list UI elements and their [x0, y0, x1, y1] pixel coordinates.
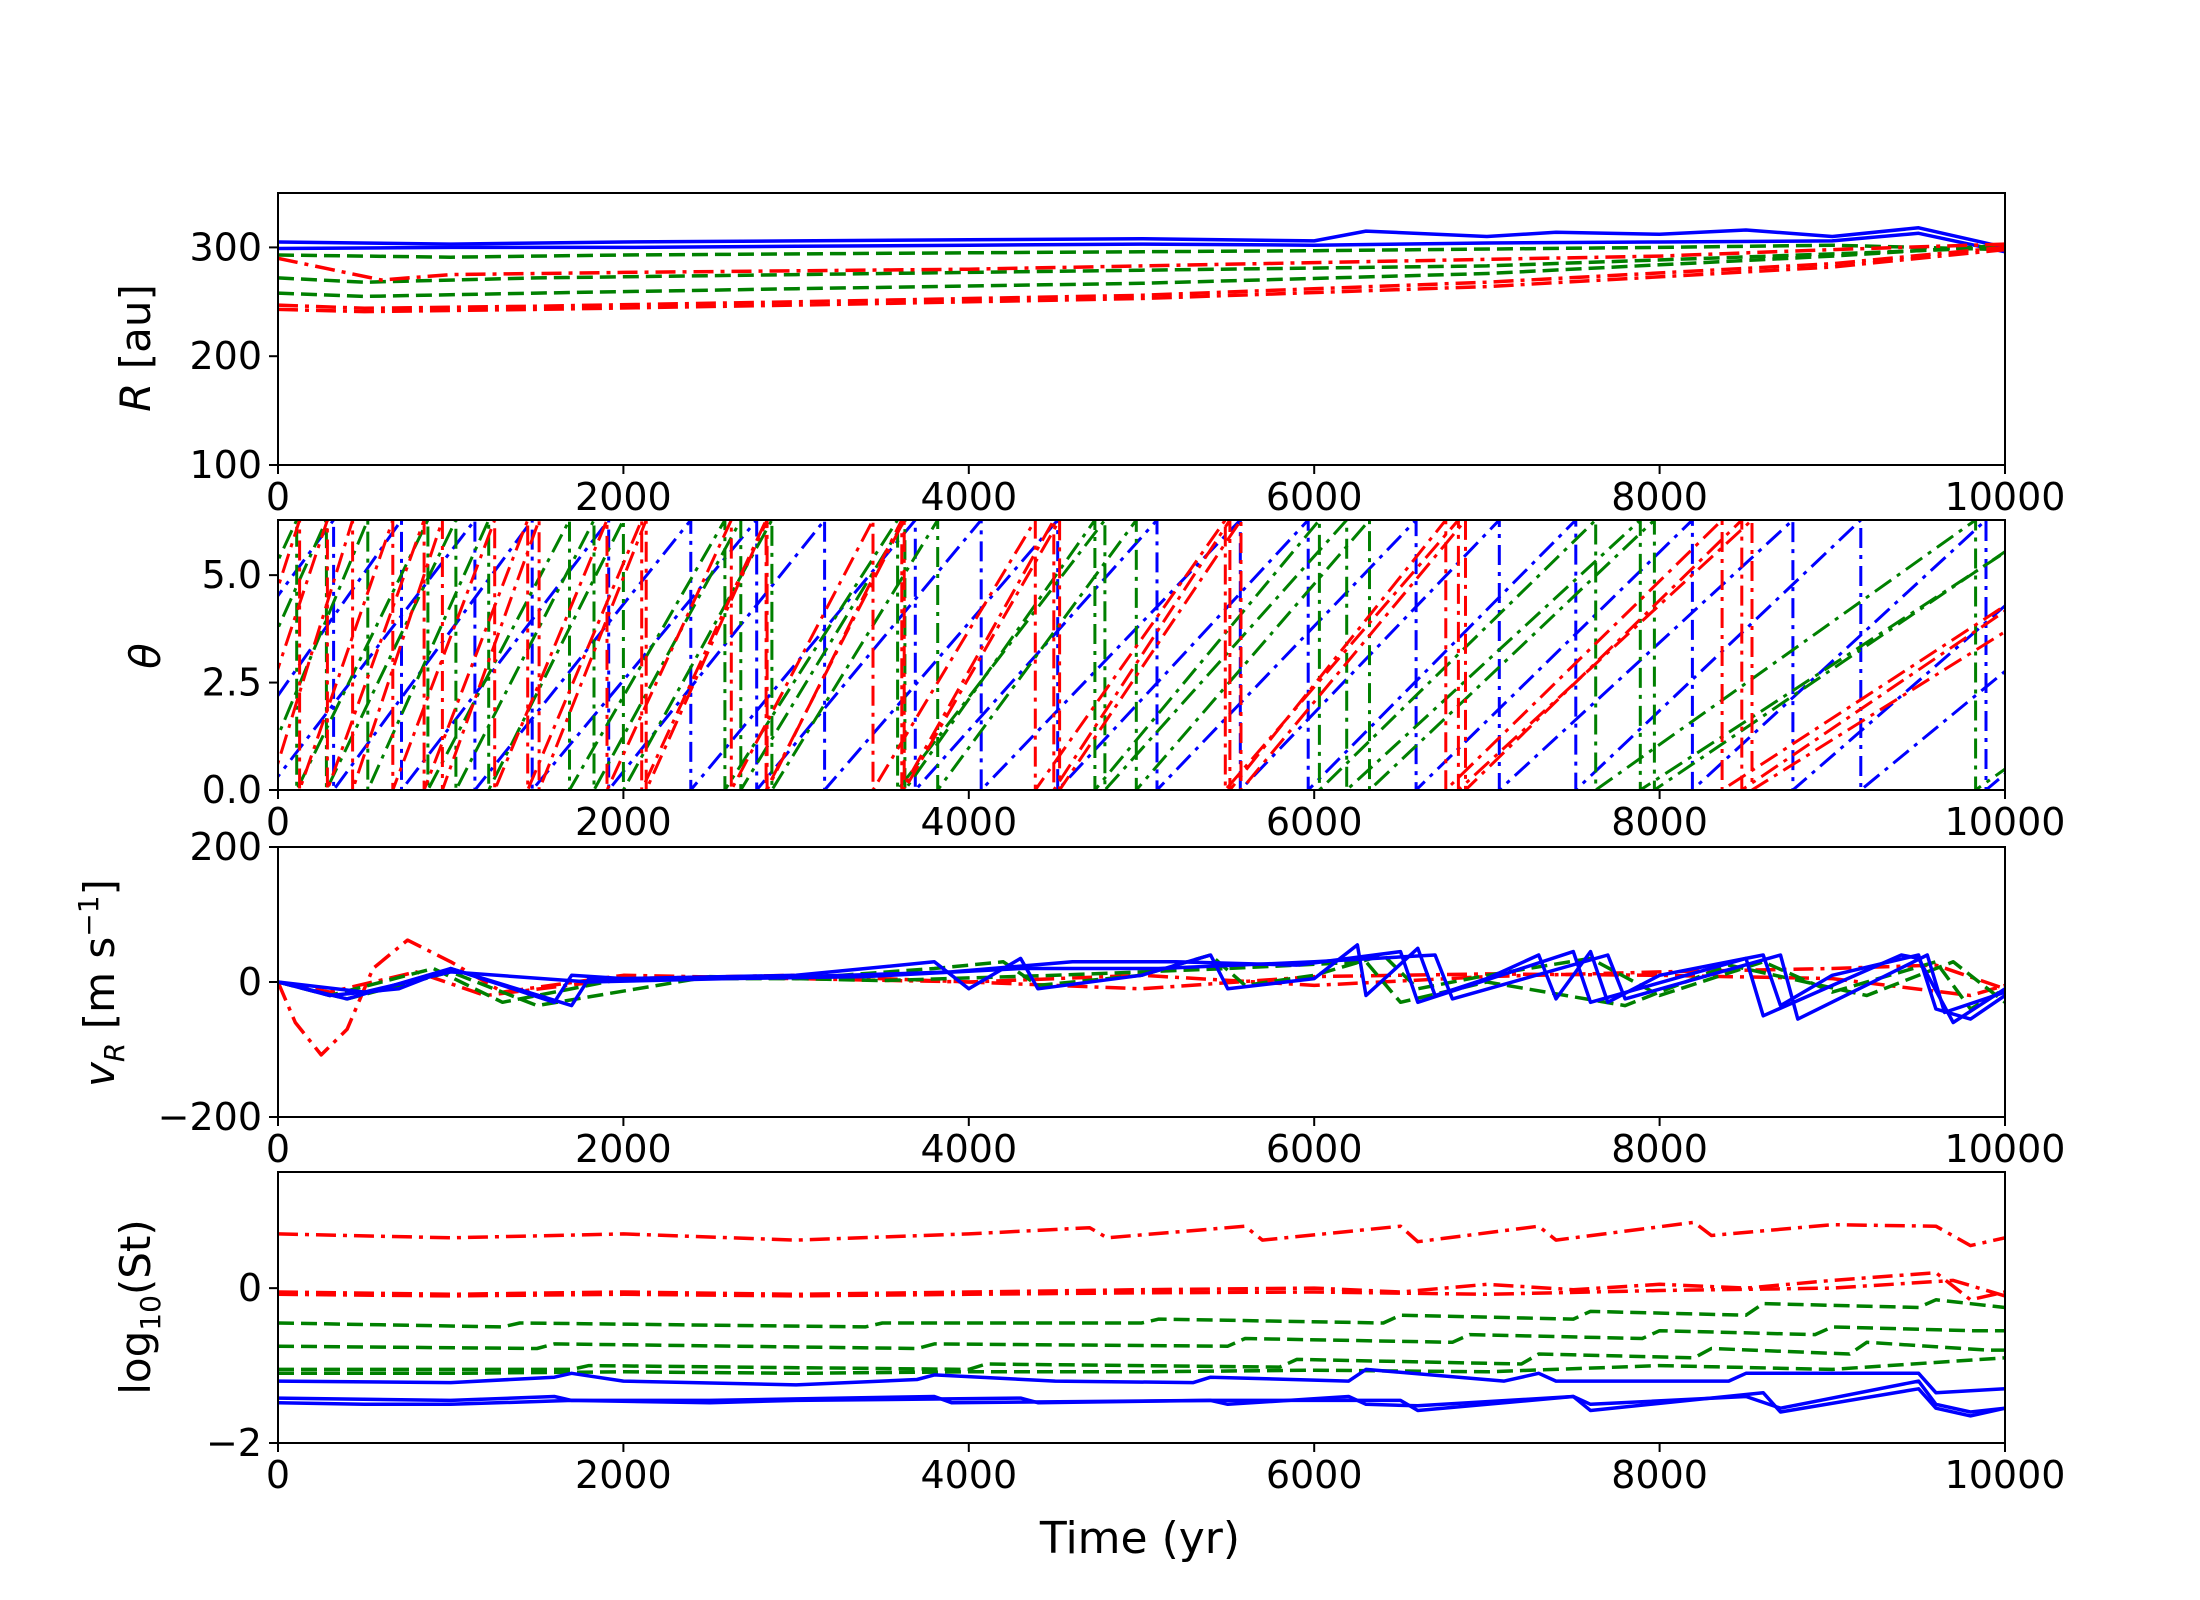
ylabel-radius-unit: [au]	[111, 284, 160, 382]
series-line-radius-4	[278, 245, 2005, 284]
x-tick-label-theta-1: 2000	[575, 800, 672, 844]
series-line-radius-6	[278, 242, 2005, 282]
series-line-theta-6	[278, 520, 2005, 790]
x-tick-label-vr-1: 2000	[575, 1127, 672, 1171]
y-tick-label-theta-0: 0.0	[202, 768, 262, 812]
ylabel-radius: R [au]	[111, 284, 160, 412]
series-line-radius-1	[278, 226, 2005, 250]
series-line-stokes-4	[278, 1298, 2005, 1329]
x-tick-label-radius-3: 6000	[1266, 475, 1363, 519]
series-line-radius-3	[278, 243, 2005, 259]
panel-vr: vR [m s−1] 0 2000 4000 6000 8000 10000−200020…	[72, 825, 2065, 1171]
series-line-radius-8	[278, 247, 2005, 314]
y-tick-label-stokes-0: −2	[206, 1421, 262, 1465]
series-line-radius-2	[278, 231, 2005, 254]
x-tick-label-vr-0: 0	[266, 1127, 290, 1171]
ylabel-vr-symbol: v	[75, 1061, 124, 1087]
panel-radius: R [au] 0 2000 4000 6000 8000 10000 100 200 300	[111, 192, 2066, 519]
x-tick-label-stokes-1: 2000	[575, 1453, 672, 1497]
series-line-theta-3	[278, 520, 2005, 790]
ylabel-vr-unit: [m s	[75, 937, 124, 1043]
ylabel-vr: vR [m s−1]	[72, 879, 131, 1087]
ylabel-stokes: log10(St)	[111, 1219, 167, 1395]
x-tick-label-stokes-3: 6000	[1266, 1453, 1363, 1497]
ylabel-stokes-base: 10	[134, 1295, 167, 1331]
y-tick-label-vr-2: 200	[189, 825, 262, 869]
axes-frame-radius	[277, 192, 2006, 466]
x-tick-label-vr-3: 6000	[1266, 1127, 1363, 1171]
x-tick-label-vr-5: 10000	[1945, 1127, 2066, 1171]
series-line-theta-5	[278, 520, 2005, 790]
x-tick-label-radius-4: 8000	[1611, 475, 1708, 519]
panel-theta: θ 0 2000 4000 6000 8000 10000 0.0 2.5 5.0	[121, 519, 2066, 844]
x-tick-label-radius-1: 2000	[575, 475, 672, 519]
x-axis-label: Time (yr)	[1039, 1513, 1240, 1564]
series-line-stokes-2	[278, 1270, 2005, 1302]
x-tick-label-vr-2: 4000	[920, 1127, 1017, 1171]
axes-frame-stokes	[277, 1171, 2006, 1444]
series-group-vr	[278, 938, 2005, 1057]
axes-frame-theta	[277, 519, 2006, 791]
ylabel-vr-exponent: −1	[72, 895, 105, 936]
y-tick-label-radius-2: 300	[189, 225, 262, 269]
series-group-theta	[278, 520, 2005, 790]
ylabel-stokes-log: log	[111, 1331, 160, 1395]
x-tick-label-stokes-5: 10000	[1945, 1453, 2066, 1497]
series-line-radius-5	[278, 243, 2005, 299]
x-tick-label-theta-5: 10000	[1945, 800, 2066, 844]
series-line-stokes-3	[278, 1278, 2005, 1298]
series-line-stokes-6	[278, 1340, 2005, 1372]
series-line-stokes-7	[278, 1356, 2005, 1376]
y-tick-label-theta-1: 2.5	[202, 661, 262, 705]
y-tick-label-stokes-1: 0	[238, 1266, 262, 1310]
series-group-radius	[278, 226, 2005, 314]
series-line-stokes-10	[278, 1387, 2005, 1418]
series-line-radius-7	[278, 245, 2005, 311]
x-tick-label-stokes-2: 4000	[920, 1453, 1017, 1497]
y-tick-label-vr-1: 0	[238, 960, 262, 1004]
x-tick-label-stokes-4: 8000	[1611, 1453, 1708, 1497]
x-tick-label-radius-0: 0	[266, 475, 290, 519]
series-line-vr-7	[278, 953, 2005, 1021]
x-tick-label-theta-3: 6000	[1266, 800, 1363, 844]
x-tick-label-theta-4: 8000	[1611, 800, 1708, 844]
series-line-vr-4	[278, 960, 2005, 1008]
series-line-theta-2	[278, 520, 2005, 790]
series-line-stokes-1	[278, 1220, 2005, 1248]
ylabel-stokes-arg: (St)	[111, 1219, 160, 1295]
series-line-vr-6	[278, 949, 2005, 1025]
ylabel-radius-symbol: R	[111, 383, 160, 412]
series-line-stokes-8	[278, 1367, 2005, 1395]
x-tick-label-radius-2: 4000	[920, 475, 1017, 519]
x-tick-label-stokes-0: 0	[266, 1453, 290, 1497]
x-tick-label-theta-0: 0	[266, 800, 290, 844]
y-tick-label-radius-0: 100	[189, 443, 262, 487]
series-group-stokes	[278, 1220, 2005, 1418]
x-tick-label-vr-4: 8000	[1611, 1127, 1708, 1171]
ylabel-theta: θ	[121, 643, 170, 669]
ylabel-vr-subscript: R	[98, 1043, 131, 1062]
series-line-stokes-5	[278, 1325, 2005, 1351]
ylabel-vr-close: ]	[75, 879, 124, 895]
y-tick-label-theta-2: 5.0	[202, 553, 262, 597]
series-line-theta-1	[278, 520, 2005, 790]
panel-stokes: log10(St) 0 2000 4000 6000 8000 10000−20	[111, 1171, 2066, 1497]
series-line-theta-8	[278, 520, 2005, 790]
x-tick-label-theta-2: 4000	[920, 800, 1017, 844]
x-tick-label-radius-5: 10000	[1945, 475, 2066, 519]
y-tick-label-radius-1: 200	[189, 334, 262, 378]
series-line-vr-5	[278, 943, 2005, 1021]
y-tick-label-vr-0: −200	[158, 1095, 262, 1139]
